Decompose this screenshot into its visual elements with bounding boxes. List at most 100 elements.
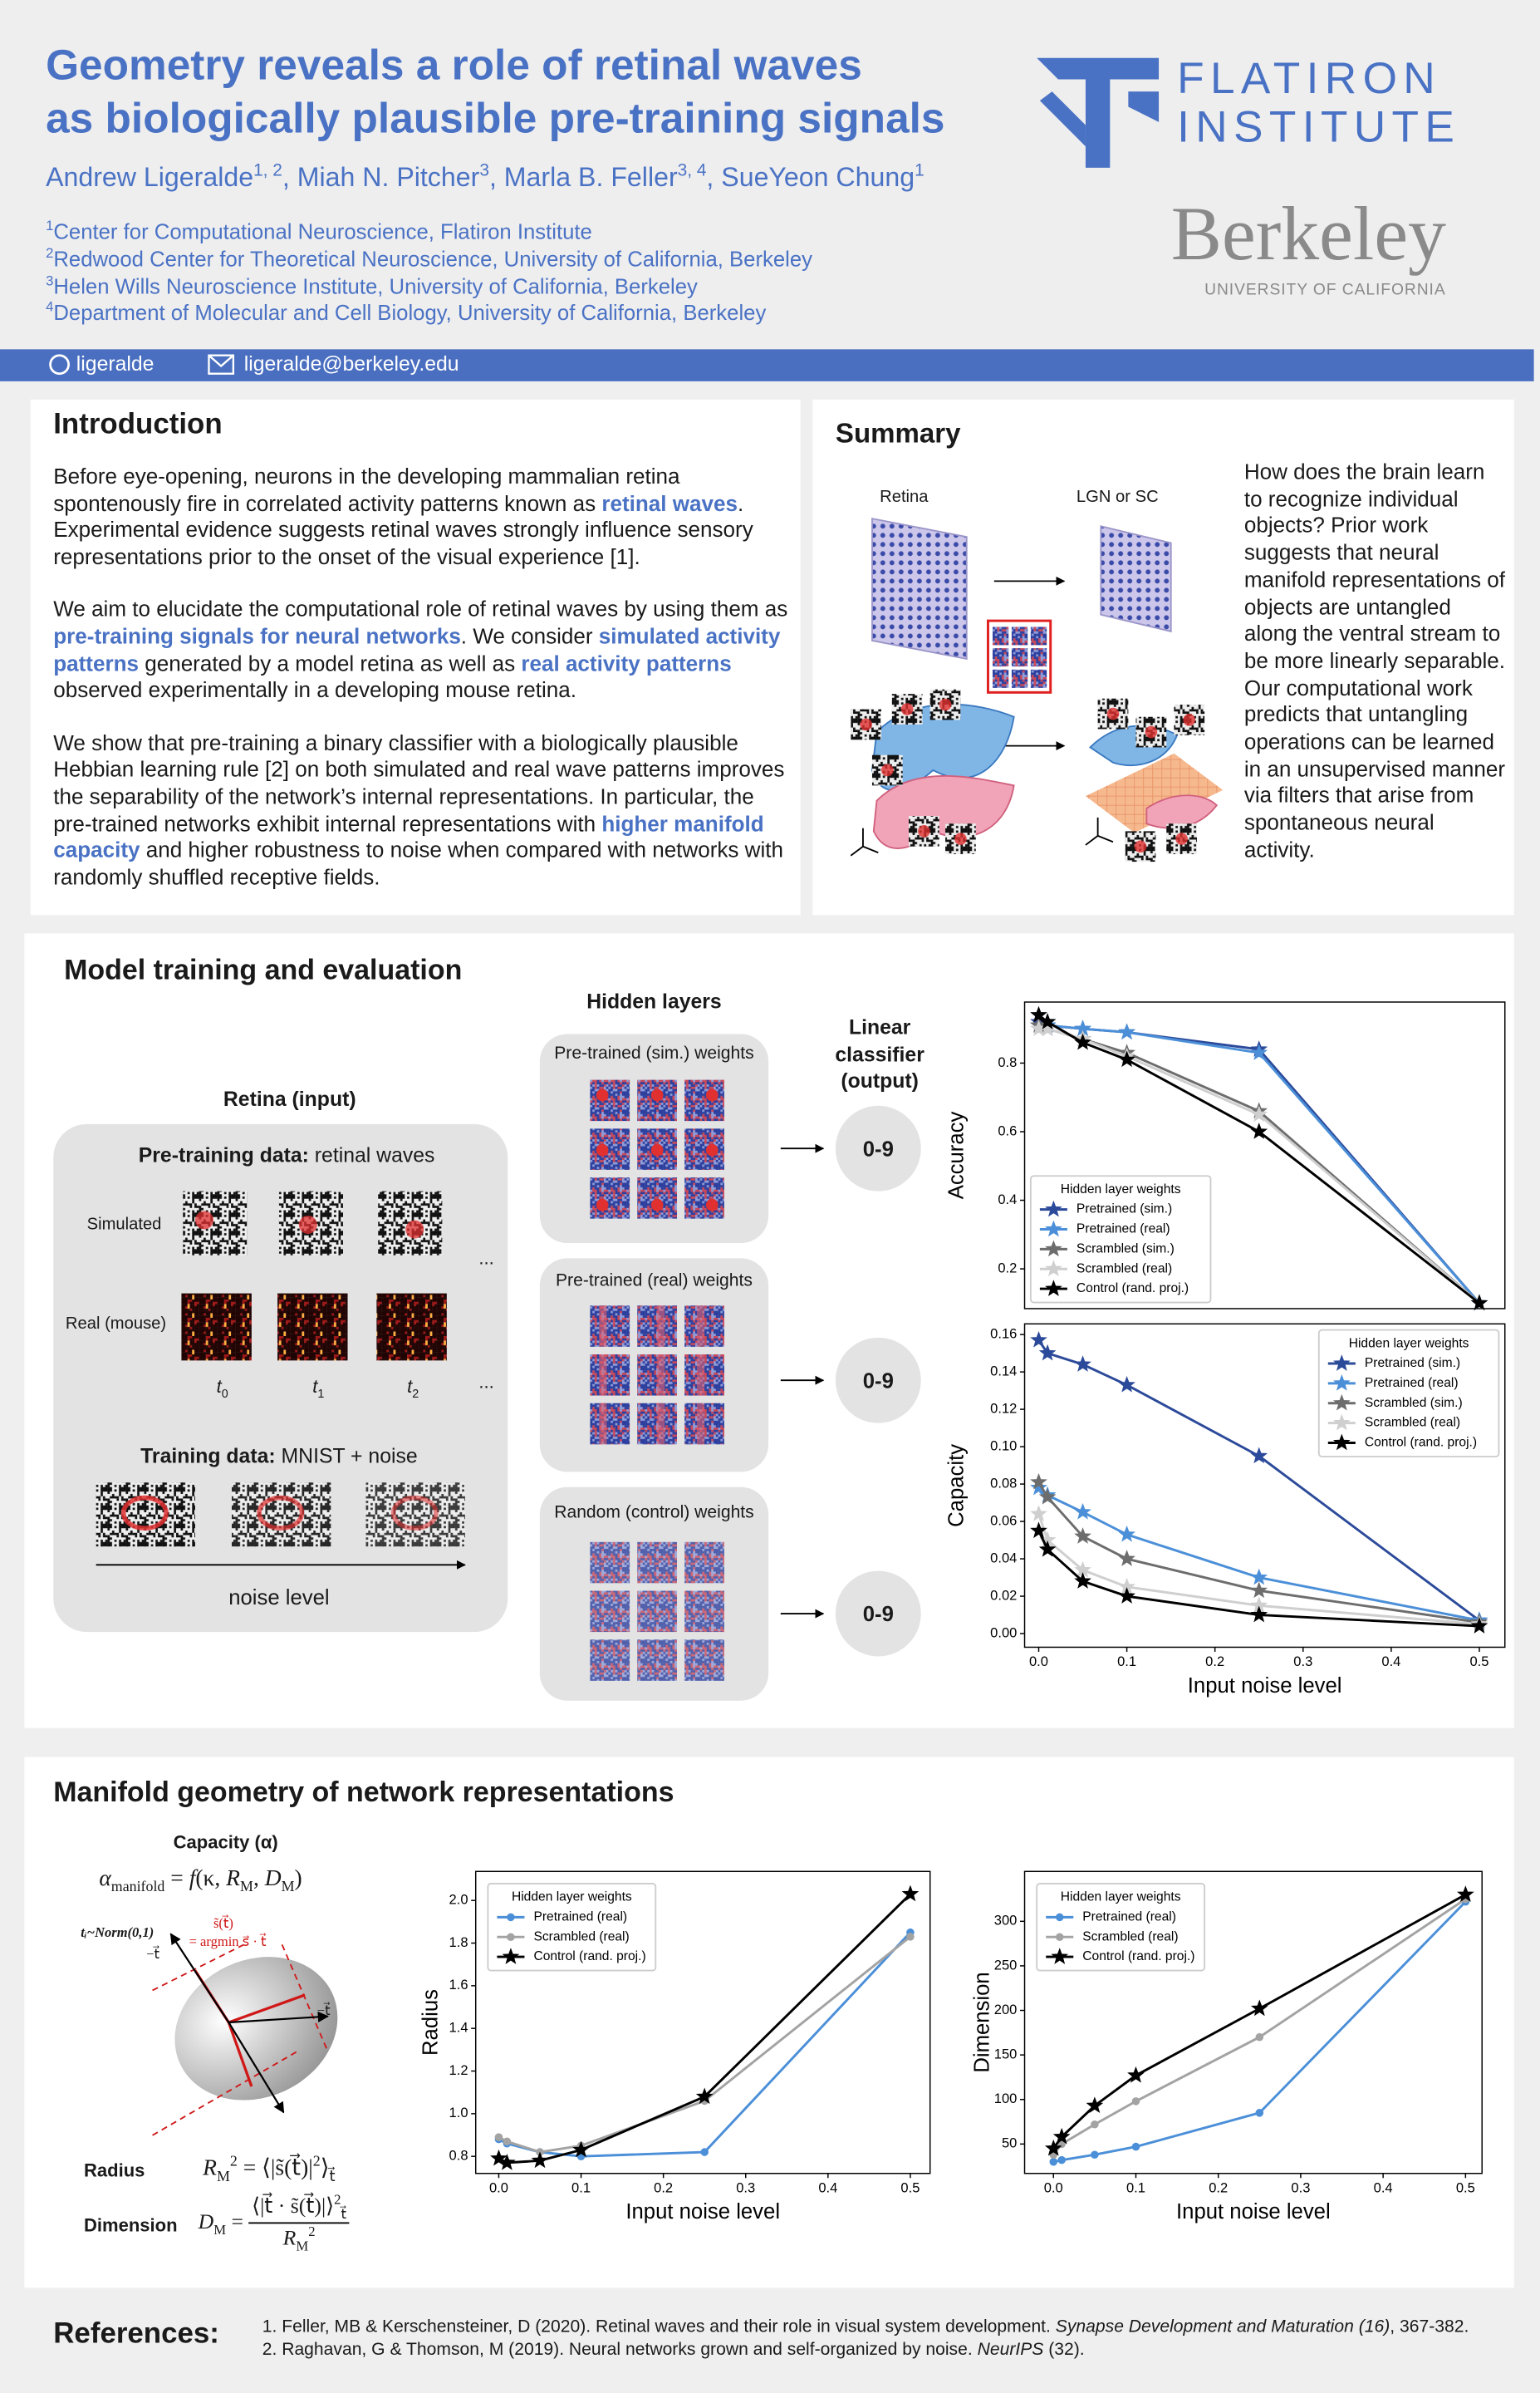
- legend-marker: [502, 1948, 520, 1964]
- data-point: [1250, 1605, 1268, 1623]
- wave-blob: [194, 1211, 213, 1230]
- data-point: [1131, 2142, 1140, 2151]
- wave-blob: [405, 1220, 424, 1239]
- time-label: t2: [407, 1376, 419, 1401]
- hidden-filter: [637, 1177, 678, 1219]
- hidden-filter: [590, 1403, 630, 1445]
- y-axis-label: Capacity: [945, 1444, 969, 1527]
- legend-label: Control (rand. proj.): [1365, 1436, 1477, 1450]
- hidden-filter: [684, 1177, 724, 1219]
- x-tick-label: 0.3: [1293, 1653, 1312, 1669]
- diagram-label: Linear classifier (output): [835, 1015, 924, 1093]
- data-point: [1038, 1487, 1057, 1505]
- filter-image: [1011, 627, 1028, 646]
- data-point: [1086, 2096, 1104, 2114]
- legend-label: Pretrained (real): [1365, 1376, 1459, 1390]
- x-tick-label: 0.2: [1205, 1653, 1224, 1669]
- data-point: [1470, 1617, 1489, 1634]
- text-run: M: [296, 2238, 309, 2254]
- output-label: 0-9: [862, 1368, 894, 1393]
- github-icon: [49, 354, 70, 376]
- hidden-filter: [590, 1590, 630, 1633]
- legend-label: Scrambled (real): [1365, 1416, 1460, 1430]
- text-run: f: [189, 1866, 196, 1892]
- legend-marker: [1332, 1393, 1351, 1411]
- logo-text: FLATIRON: [1177, 55, 1442, 104]
- digit-stroke: [390, 1495, 439, 1531]
- y-tick-label: 0.16: [990, 1325, 1017, 1341]
- text-run: 3: [46, 273, 54, 288]
- filter-streak: [599, 1354, 607, 1396]
- x-axis-label: Input noise level: [1176, 2200, 1331, 2223]
- x-tick-label: 0.5: [900, 2179, 920, 2195]
- data-point: [1118, 1050, 1135, 1068]
- github-link[interactable]: ligeralde: [76, 352, 154, 376]
- section-title: Manifold geometry of network representat…: [53, 1775, 674, 1808]
- filter-blob: [705, 1198, 719, 1211]
- email-link[interactable]: ligeralde@berkeley.edu: [243, 352, 459, 376]
- y-tick-label: 0.00: [990, 1624, 1017, 1640]
- data-point: [498, 2154, 516, 2170]
- logo-shape: [1085, 79, 1111, 168]
- y-tick-label: 0.06: [990, 1512, 1017, 1528]
- text-run: t: [312, 1375, 318, 1398]
- patch-blob: [1106, 707, 1120, 720]
- data-point: [1030, 1472, 1047, 1490]
- time-label: t0: [217, 1376, 228, 1401]
- y-tick-label: 0.14: [990, 1363, 1017, 1378]
- mnist-frame: [96, 1482, 195, 1547]
- mnist-frame: [232, 1482, 331, 1547]
- data-point: [1250, 1447, 1268, 1464]
- legend-marker: [1045, 1220, 1062, 1237]
- text-run: ⟨|t⃗ · s̃(t⃗)|⟩: [252, 2195, 335, 2219]
- x-tick-label: 0.3: [1291, 2179, 1310, 2195]
- diagram-label: Pre-training data: retinal waves: [139, 1144, 435, 1167]
- lgn-sheet: [1100, 525, 1172, 633]
- text-run: retinal waves: [601, 492, 738, 517]
- diagram-label: Dimension: [83, 2214, 178, 2236]
- legend-label: Pretrained (real): [1082, 1909, 1176, 1924]
- patch-blob: [880, 764, 894, 777]
- hidden-filter: [637, 1639, 678, 1681]
- text-run: = ⟨|s̃(t⃗)|: [237, 2156, 313, 2181]
- legend-label: Pretrained (sim.): [1077, 1202, 1172, 1216]
- text-run: higher manifold capacity: [53, 812, 764, 864]
- text-run: ,: [253, 1866, 265, 1892]
- vector: [228, 2011, 329, 2024]
- legend-title: Hidden layer weights: [1349, 1336, 1469, 1350]
- legend-title: Hidden layer weights: [1061, 1890, 1181, 1904]
- legend-marker: [1045, 1260, 1062, 1277]
- contact-bar: [0, 349, 1534, 381]
- filter-streak: [696, 1305, 705, 1347]
- legend-label: Control (rand. proj.): [533, 1949, 645, 1963]
- text-run: 2: [46, 245, 54, 261]
- data-point: [695, 2087, 714, 2105]
- data-point: [1049, 2158, 1058, 2166]
- diagram-label: Simulated: [86, 1215, 162, 1235]
- hidden-filter: [637, 1590, 678, 1633]
- text-run: NeurIPS: [977, 2341, 1044, 2360]
- text-run: Center for Computational Neuroscience, F…: [53, 219, 592, 244]
- text-run: Redwood Center for Theoretical Neuroscie…: [53, 246, 813, 272]
- text-run: . We consider: [460, 625, 599, 650]
- vector: [228, 1993, 306, 2024]
- data-point: [901, 1884, 920, 1902]
- manifold-blob: [174, 1957, 338, 2101]
- vector: [228, 2022, 285, 2114]
- intro-panel: [30, 399, 801, 916]
- y-tick-label: 1.6: [449, 1977, 468, 1993]
- axes-icon: [1085, 817, 1114, 846]
- logo-text: UNIVERSITY OF CALIFORNIA: [1204, 280, 1446, 299]
- filter-image: [1030, 627, 1047, 646]
- x-tick-label: 0.1: [1126, 2179, 1145, 2195]
- y-axis-label: Radius: [419, 1989, 442, 2056]
- text-run: R: [282, 2228, 297, 2252]
- patch-blob: [918, 825, 930, 838]
- legend-label: Pretrained (real): [533, 1909, 627, 1924]
- legend-marker: [1332, 1433, 1351, 1451]
- paragraph: We show that pre-training a binary class…: [53, 732, 792, 893]
- legend-marker: [1045, 1200, 1062, 1217]
- text-run: 2: [229, 2153, 238, 2171]
